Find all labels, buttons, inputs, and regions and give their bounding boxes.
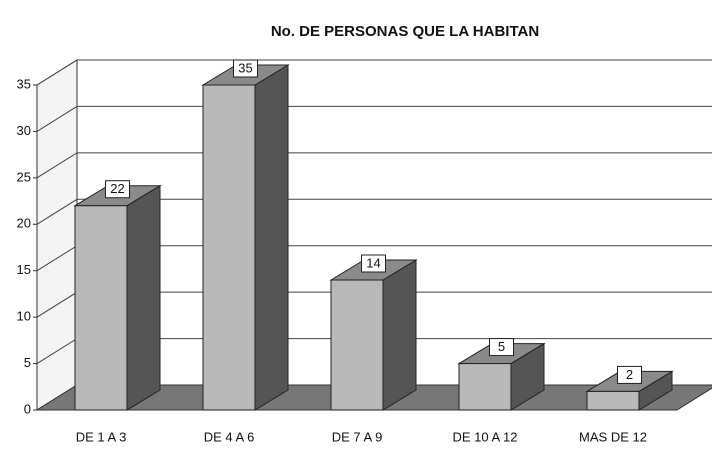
value-label-box — [361, 254, 386, 273]
value-label-box — [617, 365, 642, 384]
x-tick-label: DE 1 A 3 — [76, 429, 127, 444]
y-tick-label: 10 — [17, 309, 31, 324]
bar — [202, 84, 256, 411]
y-tick-label: 20 — [17, 216, 31, 231]
y-tick-label: 0 — [24, 401, 31, 416]
value-label-box — [233, 59, 258, 78]
y-tick-label: 35 — [17, 76, 31, 91]
grid-line — [36, 152, 712, 179]
grid-line — [36, 105, 712, 132]
bar — [74, 205, 128, 411]
x-tick-label: DE 4 A 6 — [204, 429, 255, 444]
bar-side — [254, 64, 289, 411]
value-label: 14 — [366, 255, 380, 270]
value-label: 22 — [110, 181, 124, 196]
value-label: 5 — [498, 339, 505, 354]
x-tick-label: DE 10 A 12 — [452, 429, 517, 444]
x-tick-label: MAS DE 12 — [579, 429, 647, 444]
y-tick-label: 5 — [24, 355, 31, 370]
side-wall — [36, 59, 78, 411]
bar — [586, 390, 640, 411]
x-tick-label: DE 7 A 9 — [332, 429, 383, 444]
bar-side — [382, 259, 417, 411]
value-label-box — [489, 338, 514, 357]
bar — [458, 363, 512, 411]
grid-line — [36, 198, 712, 225]
value-label: 2 — [626, 367, 633, 382]
bar — [330, 279, 384, 411]
y-tick-label: 30 — [17, 123, 31, 138]
chart-title: No. DE PERSONAS QUE LA HABITAN — [271, 23, 539, 40]
value-label-box — [105, 180, 130, 199]
grid-line — [36, 59, 712, 86]
y-tick-label: 15 — [17, 262, 31, 277]
bar-side — [126, 184, 161, 411]
y-tick-label: 25 — [17, 169, 31, 184]
value-label: 35 — [238, 60, 252, 75]
